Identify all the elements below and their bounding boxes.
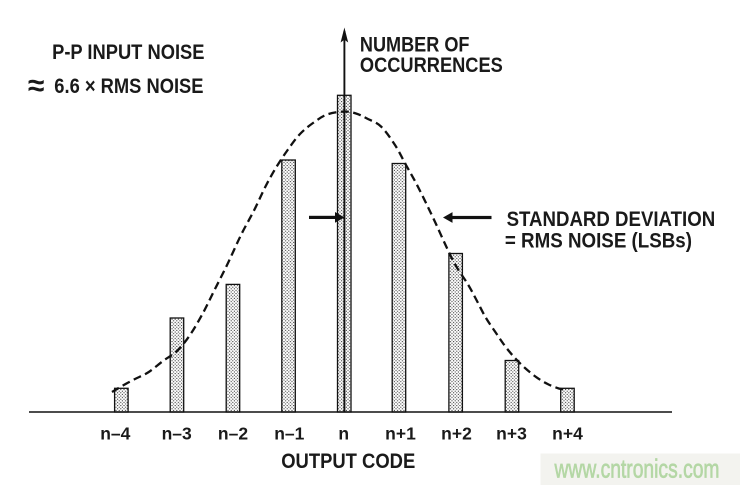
svg-text:n+3: n+3	[496, 424, 527, 444]
svg-text:www.cntronics.com: www.cntronics.com	[554, 453, 720, 483]
svg-text:n+2: n+2	[441, 424, 472, 444]
svg-text:n–2: n–2	[218, 424, 248, 444]
svg-text:STANDARD DEVIATION: STANDARD DEVIATION	[507, 208, 716, 231]
svg-text:6.6 × RMS NOISE: 6.6 × RMS NOISE	[54, 75, 203, 98]
svg-text:n–4: n–4	[100, 424, 130, 444]
svg-text:OCCURRENCES: OCCURRENCES	[360, 54, 503, 77]
svg-text:P-P INPUT NOISE: P-P INPUT NOISE	[52, 41, 204, 64]
svg-text:≈: ≈	[28, 70, 44, 103]
svg-text:n–3: n–3	[162, 424, 192, 444]
svg-text:NUMBER OF: NUMBER OF	[360, 33, 470, 56]
svg-text:n+4: n+4	[552, 424, 583, 444]
svg-text:= RMS NOISE (LSBs): = RMS NOISE (LSBs)	[505, 230, 692, 253]
svg-text:OUTPUT CODE: OUTPUT CODE	[281, 450, 415, 473]
svg-text:n+1: n+1	[385, 424, 416, 444]
svg-text:n–1: n–1	[274, 424, 304, 444]
svg-text:n: n	[338, 424, 349, 444]
